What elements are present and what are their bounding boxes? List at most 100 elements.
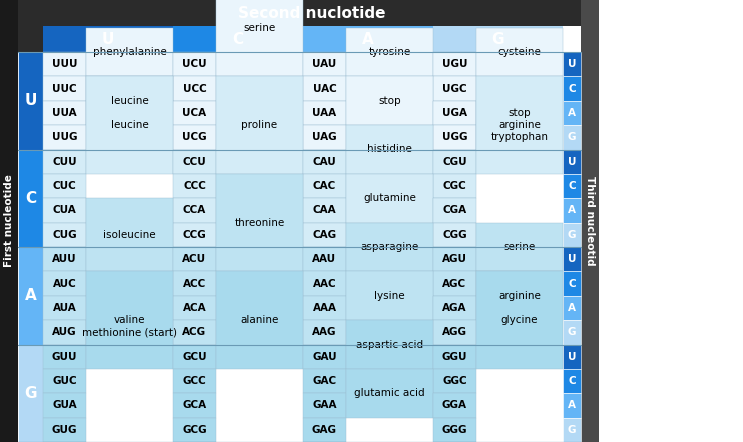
Text: UAU: UAU	[312, 59, 337, 69]
Text: AGG: AGG	[442, 328, 467, 337]
Text: stop: stop	[508, 108, 531, 118]
Text: GCA: GCA	[183, 400, 207, 411]
Text: serine: serine	[244, 23, 276, 33]
Bar	[476, 76, 563, 174]
Bar	[303, 369, 346, 393]
Bar	[43, 320, 86, 344]
Bar	[216, 0, 303, 76]
Bar	[433, 369, 476, 393]
Text: CAC: CAC	[313, 181, 336, 191]
Bar	[43, 247, 86, 271]
Bar	[43, 26, 173, 52]
Bar	[43, 125, 86, 149]
Text: GUG: GUG	[52, 425, 77, 435]
Bar	[173, 125, 216, 149]
Bar	[303, 149, 346, 174]
Bar	[303, 125, 346, 149]
Text: CCA: CCA	[183, 206, 206, 215]
Text: CUC: CUC	[53, 181, 77, 191]
Text: CUG: CUG	[52, 230, 77, 240]
Text: UCU: UCU	[182, 59, 207, 69]
Bar	[476, 125, 563, 149]
Bar	[346, 320, 433, 369]
Text: GUC: GUC	[52, 376, 77, 386]
Bar	[433, 393, 476, 418]
Text: ACC: ACC	[183, 278, 206, 289]
Bar	[433, 418, 476, 442]
Text: cysteine: cysteine	[498, 47, 542, 57]
Text: A: A	[568, 303, 576, 313]
Text: UGU: UGU	[442, 59, 467, 69]
Text: GCC: GCC	[183, 376, 207, 386]
Text: U: U	[568, 59, 577, 69]
Bar	[173, 344, 216, 369]
Text: GGC: GGC	[442, 376, 467, 386]
Text: Third nucleotid: Third nucleotid	[585, 176, 595, 266]
Bar	[346, 27, 433, 76]
Text: phenylalanine: phenylalanine	[93, 47, 166, 57]
Text: U: U	[25, 93, 36, 108]
Text: C: C	[568, 376, 576, 386]
Bar	[303, 247, 346, 271]
Bar	[563, 125, 581, 149]
Bar	[563, 198, 581, 223]
Text: GAG: GAG	[312, 425, 337, 435]
Text: alanine: alanine	[240, 315, 279, 325]
Text: C: C	[25, 191, 36, 206]
Text: ACA: ACA	[183, 303, 207, 313]
Bar	[433, 271, 476, 296]
Bar	[86, 76, 173, 174]
Text: C: C	[568, 278, 576, 289]
Text: UAG: UAG	[312, 132, 337, 142]
Bar	[173, 369, 216, 393]
Text: stop: stop	[378, 96, 400, 106]
Text: GAC: GAC	[313, 376, 337, 386]
Text: GGU: GGU	[442, 352, 467, 362]
Text: A: A	[568, 206, 576, 215]
Bar	[43, 344, 86, 369]
Text: CAU: CAU	[313, 156, 337, 167]
Text: G: G	[568, 132, 577, 142]
Bar	[476, 27, 563, 76]
Bar	[43, 198, 86, 223]
Bar	[173, 198, 216, 223]
Text: UUC: UUC	[52, 84, 77, 94]
Bar	[43, 296, 86, 320]
Text: GAA: GAA	[312, 400, 337, 411]
Text: arginine: arginine	[498, 120, 541, 130]
Text: threonine: threonine	[234, 217, 285, 228]
Text: tyrosine: tyrosine	[369, 47, 411, 57]
Text: AGC: AGC	[442, 278, 467, 289]
Bar	[173, 174, 216, 198]
Bar	[216, 271, 303, 369]
Bar	[173, 393, 216, 418]
Bar	[303, 52, 346, 76]
Bar	[563, 344, 581, 369]
Text: CUA: CUA	[53, 206, 77, 215]
Bar	[346, 271, 433, 320]
Text: GGA: GGA	[442, 400, 467, 411]
Bar	[43, 393, 86, 418]
Text: A: A	[25, 288, 36, 303]
Bar	[303, 76, 346, 101]
Bar	[86, 271, 173, 369]
Text: arginine: arginine	[498, 291, 541, 301]
Text: AUU: AUU	[52, 254, 77, 264]
Text: GCG: GCG	[182, 425, 207, 435]
Bar	[43, 369, 86, 393]
Text: AAU: AAU	[313, 254, 337, 264]
Bar	[303, 344, 346, 369]
Bar	[43, 149, 86, 174]
Bar	[346, 174, 433, 223]
Bar	[303, 296, 346, 320]
Text: U: U	[102, 31, 114, 46]
Text: UGG: UGG	[442, 132, 467, 142]
Text: A: A	[568, 108, 576, 118]
Bar	[433, 125, 476, 149]
Bar	[563, 101, 581, 125]
Bar	[563, 393, 581, 418]
Bar	[303, 271, 346, 296]
Text: aspartic acid: aspartic acid	[356, 339, 423, 350]
Bar	[173, 76, 216, 101]
Bar	[18, 0, 43, 52]
